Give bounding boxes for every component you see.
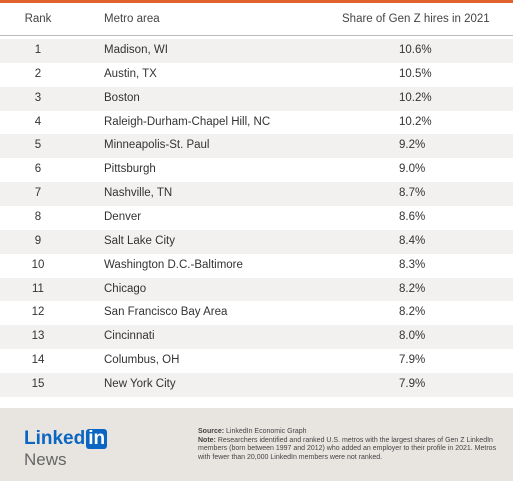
table-cell: Boston xyxy=(104,91,140,104)
table-cell: 13 xyxy=(31,330,45,343)
table-cell: Pittsburgh xyxy=(104,163,156,176)
table-cell: 7 xyxy=(34,187,42,200)
table-cell: 3 xyxy=(34,91,42,104)
source: Source: LinkedIn Economic Graph xyxy=(198,428,498,437)
table-row: 15 New York City 7.9% xyxy=(0,373,513,397)
table-cell: 10.2% xyxy=(399,115,432,128)
header-cell: Metro area xyxy=(104,13,160,25)
table-cell: 6 xyxy=(34,163,42,176)
header-cell: Rank xyxy=(24,13,52,25)
accent-bar xyxy=(0,0,513,3)
table-cell: 1 xyxy=(34,44,42,56)
table-cell: 8.0% xyxy=(399,330,426,343)
table-cell: Denver xyxy=(104,211,142,224)
table-row: 3 Boston 10.2% xyxy=(0,86,513,111)
table-row: 10 Washington D.C.-Baltimore 8.3% xyxy=(0,254,513,278)
logo-sub: News xyxy=(24,450,67,469)
table-cell: 5 xyxy=(34,139,42,152)
table-cell: 8 xyxy=(34,211,42,224)
table-cell: 15 xyxy=(31,378,45,391)
table-cell: 8.2% xyxy=(399,282,426,295)
table-row: 8 Denver 8.6% xyxy=(0,206,513,230)
table-cell: Austin, TX xyxy=(104,67,157,80)
table-cell: 9.0% xyxy=(399,163,426,176)
table-cell: 10 xyxy=(31,258,45,271)
table-cell: Columbus, OH xyxy=(104,354,180,367)
logo-word: Linked xyxy=(24,428,86,449)
table-row: 1 Madison, WI 10.6% xyxy=(0,39,513,63)
note-label: Note: xyxy=(198,436,216,444)
table-row: 12 San Francisco Bay Area 8.2% xyxy=(0,301,513,325)
table-cell: Nashville, TN xyxy=(104,187,173,200)
table-cell: 2 xyxy=(34,67,42,80)
table-cell: 8.4% xyxy=(399,234,426,247)
table-header: Rank Metro area Share of Gen Z hires in … xyxy=(0,3,513,36)
logo-badge: in xyxy=(86,428,108,449)
table-cell: 8.7% xyxy=(399,187,426,200)
table-row: 6 Pittsburgh 9.0% xyxy=(0,158,513,182)
note: Note: Researchers identified and ranked … xyxy=(198,437,498,463)
table-row: 11 Chicago 8.2% xyxy=(0,277,513,302)
table-cell: Washington D.C.-Baltimore xyxy=(104,258,243,271)
table-cell: 8.3% xyxy=(399,258,426,271)
logo: Linked in xyxy=(24,428,108,450)
table-cell: New York City xyxy=(104,378,176,391)
table-cell: 9 xyxy=(34,234,42,247)
table-body: 1 Madison, WI 10.6% 2 Austin, TX 10.5% 3 Boston… xyxy=(0,39,513,397)
table-cell: 7.9% xyxy=(399,354,426,367)
table-cell: Raleigh-Durham-Chapel Hill, NC xyxy=(104,115,271,128)
footer: Linked in News Source: LinkedIn Economic … xyxy=(0,408,513,481)
table-row: 14 Columbus, OH 7.9% xyxy=(0,349,513,373)
note-text: Researchers identified and ranked U.S. m… xyxy=(198,436,497,461)
header-cell: Share of Gen Z hires in 2021 xyxy=(342,13,490,25)
table-cell: 8.6% xyxy=(399,211,426,224)
table-cell: 4 xyxy=(34,115,42,128)
table-cell: Minneapolis-St. Paul xyxy=(104,139,210,152)
table-cell: Cincinnati xyxy=(104,330,155,343)
table-cell: 10.6% xyxy=(399,44,432,56)
table-row: 5 Minneapolis-St. Paul 9.2% xyxy=(0,134,513,159)
table-cell: 7.9% xyxy=(399,378,426,391)
table-row: 4 Raleigh-Durham-Chapel Hill, NC 10.2% xyxy=(0,111,513,135)
table-cell: 11 xyxy=(32,282,44,295)
table-cell: 10.2% xyxy=(399,91,432,104)
source-text: LinkedIn Economic Graph xyxy=(226,428,307,435)
table-cell: Salt Lake City xyxy=(104,234,175,247)
table-cell: 9.2% xyxy=(399,139,426,152)
table-cell: Chicago xyxy=(104,282,147,295)
table-cell: San Francisco Bay Area xyxy=(104,306,228,319)
table-row: 7 Nashville, TN 8.7% xyxy=(0,182,513,207)
table-cell: 8.2% xyxy=(399,306,426,319)
source-note: Source: LinkedIn Economic Graph Note: Re… xyxy=(198,428,498,462)
table-cell: 10.5% xyxy=(399,67,432,80)
table-cell: Madison, WI xyxy=(104,44,168,56)
table-row: 9 Salt Lake City 8.4% xyxy=(0,229,513,254)
table-cell: 14 xyxy=(31,354,45,367)
source-label: Source: xyxy=(198,428,225,435)
table-row: 2 Austin, TX 10.5% xyxy=(0,63,513,87)
table-row: 13 Cincinnati 8.0% xyxy=(0,325,513,350)
table-cell: 12 xyxy=(31,306,45,319)
